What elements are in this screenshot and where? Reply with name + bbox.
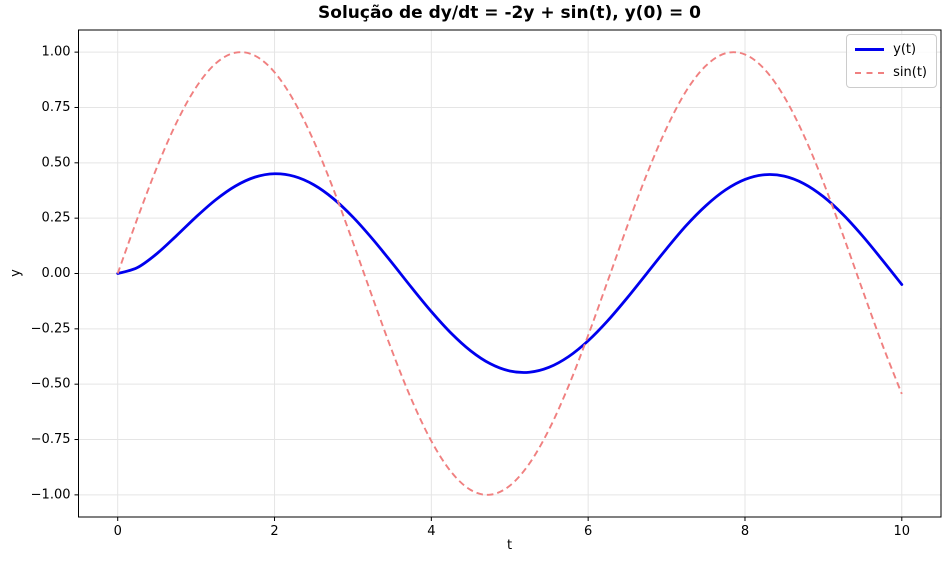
y-tick-label: 0.00 bbox=[42, 266, 71, 281]
y-tick-label: −0.50 bbox=[31, 377, 71, 392]
y-tick-label: 0.50 bbox=[42, 155, 71, 170]
series-sint-path bbox=[116, 51, 903, 496]
x-tick-label: 10 bbox=[894, 524, 911, 539]
legend-item-sint: sin(t) bbox=[855, 63, 927, 82]
y-axis-label: y bbox=[8, 269, 24, 277]
y-tick-label: −0.25 bbox=[31, 321, 71, 336]
legend-sint-label: sin(t) bbox=[893, 65, 927, 80]
x-tick-label: 4 bbox=[427, 524, 435, 539]
legend-item-yt: y(t) bbox=[855, 40, 927, 59]
x-tick-label: 6 bbox=[584, 524, 592, 539]
x-tick-label: 8 bbox=[741, 524, 749, 539]
y-tick-label: −0.75 bbox=[31, 432, 71, 447]
y-tick-label: 0.75 bbox=[42, 100, 71, 115]
legend-sint-line-icon bbox=[855, 71, 885, 74]
series-yt-path bbox=[116, 172, 904, 374]
x-axis-label: t bbox=[506, 538, 513, 553]
legend-yt-line-icon bbox=[855, 48, 885, 51]
x-tick-label: 0 bbox=[114, 524, 122, 539]
chart-title: Solução de dy/dt = -2y + sin(t), y(0) = … bbox=[318, 3, 701, 23]
y-tick-label: 0.25 bbox=[42, 211, 71, 226]
x-tick-label: 2 bbox=[270, 524, 278, 539]
y-tick-label: −1.00 bbox=[31, 487, 71, 502]
legend-yt-label: y(t) bbox=[893, 42, 917, 57]
legend: y(t) sin(t) bbox=[846, 34, 937, 88]
y-tick-label: 1.00 bbox=[42, 45, 71, 60]
